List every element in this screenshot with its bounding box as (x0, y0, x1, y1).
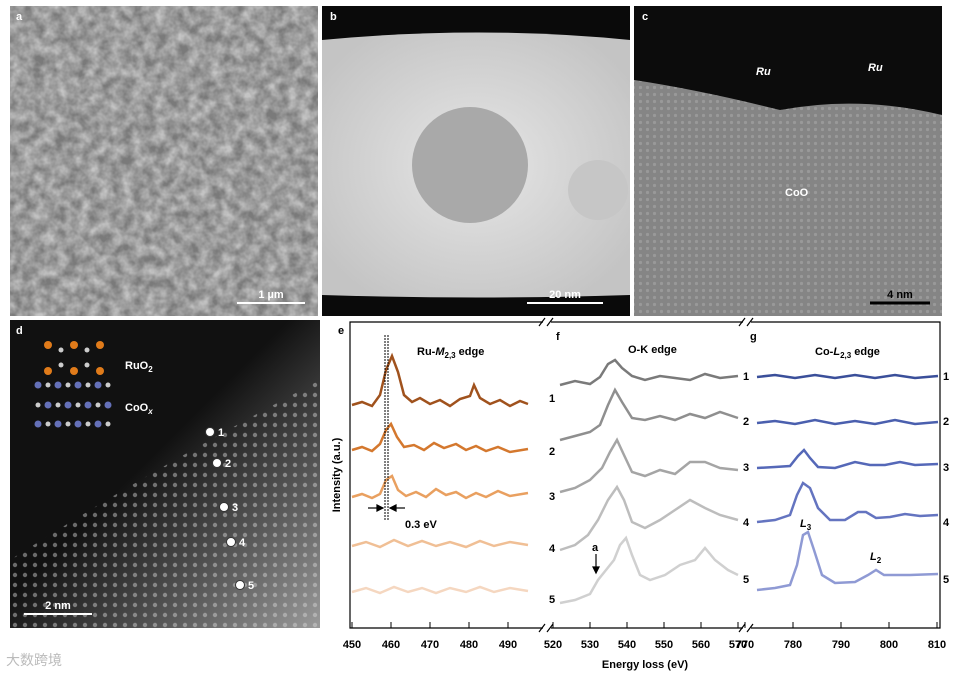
x-tick-label: 800 (880, 639, 898, 651)
x-tick-label: 540 (618, 639, 636, 651)
x-tick-label: 770 (736, 639, 754, 651)
curve-label: 3 (549, 491, 555, 503)
point-label: 5 (248, 580, 254, 592)
point-marker (226, 537, 236, 547)
curve-label: 2 (549, 446, 555, 458)
curve-label: 1 (743, 371, 749, 383)
x-tick-label: 470 (421, 639, 439, 651)
lattice (634, 80, 942, 316)
edge-title: Co-L2,3 edge (815, 346, 880, 360)
spectrum (351, 352, 939, 605)
scale-label: 20 nm (549, 289, 581, 301)
peak-label: L3 (800, 518, 812, 532)
panel-label: e (338, 325, 344, 337)
legend-label: RuO2 (125, 360, 153, 374)
curve-label: 4 (943, 517, 950, 529)
curve-label: 1 (549, 393, 555, 405)
panel-label: a (16, 11, 23, 23)
x-tick-label: 480 (460, 639, 478, 651)
edge-title: Ru-M2,3 edge (417, 346, 484, 360)
curve-label: 3 (743, 462, 749, 474)
element-label: Ru (868, 62, 883, 74)
axes-frame (349, 317, 941, 633)
curve-label: 1 (943, 371, 949, 383)
scale-label: 1 µm (258, 289, 284, 301)
point-marker (212, 458, 222, 468)
arrow (368, 504, 600, 575)
panel-label: f (556, 331, 560, 343)
watermark: 大数跨境 (6, 652, 62, 668)
panel-label: b (330, 11, 337, 23)
x-tick-label: 550 (655, 639, 673, 651)
x-tick-label: 810 (928, 639, 946, 651)
curve-label: 4 (743, 517, 750, 529)
peak-guide (384, 335, 389, 520)
panel-label: g (750, 331, 757, 343)
panel-label: d (16, 325, 23, 337)
x-tick-label: 490 (499, 639, 517, 651)
x-axis-label: Energy loss (eV) (602, 659, 689, 671)
particle (412, 107, 528, 223)
point-marker (235, 580, 245, 590)
element-label: CoO (785, 187, 809, 199)
edge-title: O-K edge (628, 344, 677, 356)
curve-label: 2 (743, 416, 749, 428)
point-label: 4 (239, 537, 246, 549)
curve-label: 5 (743, 574, 749, 586)
scale-label: 2 nm (45, 600, 71, 612)
curve-label: 5 (943, 574, 949, 586)
x-tick-label: 530 (581, 639, 599, 651)
scale-label: 4 nm (887, 289, 913, 301)
curve-label: 3 (943, 462, 949, 474)
point-marker (205, 427, 215, 437)
x-tick-label: 790 (832, 639, 850, 651)
x-tick-label: 520 (544, 639, 562, 651)
x-tick-label: 570 (729, 639, 747, 651)
point-label: 3 (232, 502, 238, 514)
x-tick-label: 780 (784, 639, 802, 651)
y-axis-label: Intensity (a.u.) (331, 437, 343, 512)
point-label: 2 (225, 458, 231, 470)
curve-label: 2 (943, 416, 949, 428)
atom-model (34, 341, 112, 428)
curve-label: 4 (549, 543, 556, 555)
element-label: Ru (756, 66, 771, 78)
panel-label: c (642, 11, 648, 23)
sem-texture (10, 6, 318, 316)
annotation: a (592, 542, 599, 554)
annotation: 0.3 eV (405, 519, 437, 531)
point-marker (219, 502, 229, 512)
lattice (10, 380, 320, 628)
x-tick-label: 460 (382, 639, 400, 651)
legend-label: CoOx (125, 402, 153, 416)
point-label: 1 (218, 427, 224, 439)
x-tick-label: 450 (343, 639, 361, 651)
particle (568, 160, 628, 220)
peak-label: L2 (870, 551, 882, 565)
x-tick-label: 560 (692, 639, 710, 651)
curve-label: 5 (549, 594, 555, 606)
